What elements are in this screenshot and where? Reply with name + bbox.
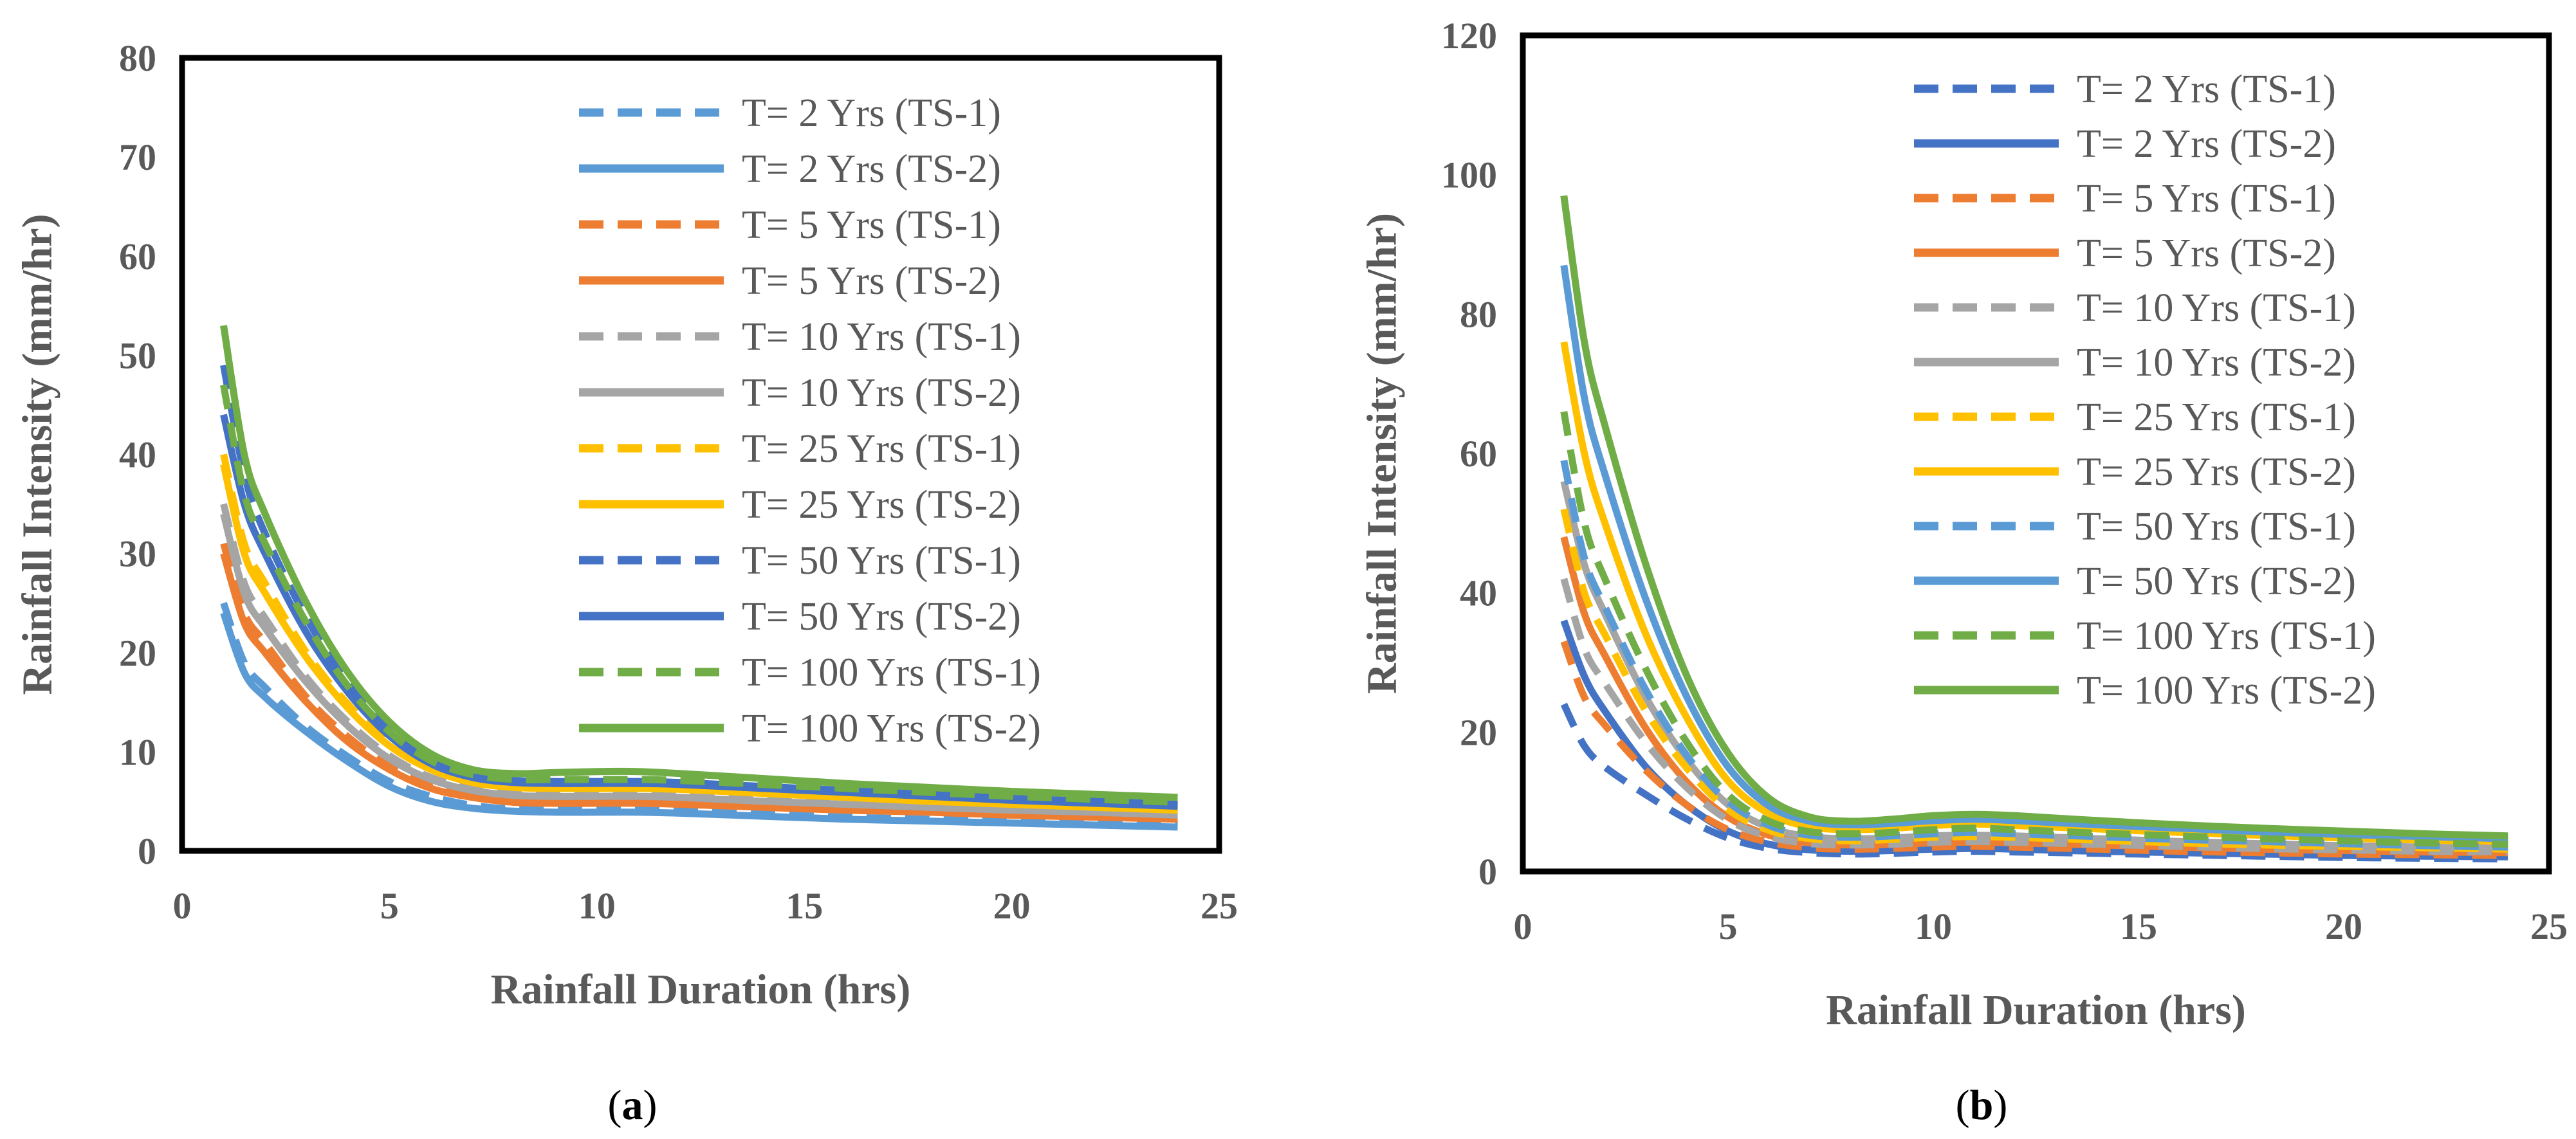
legend-item-label: T= 50 Yrs (TS-2) <box>742 595 1021 639</box>
plot-area-border <box>1520 32 2552 875</box>
y-tick-label: 0 <box>1478 851 1497 893</box>
series-line <box>220 612 1178 831</box>
x-axis-title: Rainfall Duration (hrs) <box>1826 987 2246 1034</box>
legend-item-label: T= 10 Yrs (TS-2) <box>742 371 1021 415</box>
legend-item-label: T= 25 Yrs (TS-1) <box>2077 396 2356 439</box>
legend-item-label: T= 100 Yrs (TS-2) <box>2077 669 2376 713</box>
y-tick-label: 80 <box>1460 293 1497 335</box>
legend-item-label: T= 5 Yrs (TS-1) <box>742 203 1001 247</box>
series-line <box>220 552 1178 823</box>
x-tick-label: 20 <box>993 885 1031 927</box>
x-tick-label: 25 <box>2530 906 2568 947</box>
chart-panel-b: 0 20 40 60 80 100 120 0 5 10 15 20 25 Rainfall Durati… <box>1359 15 2568 1129</box>
plot-area-border <box>179 55 1222 854</box>
y-tick-label: 20 <box>119 632 156 674</box>
series-lines <box>220 325 1178 831</box>
legend-item-label: T= 10 Yrs (TS-2) <box>2077 341 2356 385</box>
legend-item-label: T= 5 Yrs (TS-1) <box>2077 177 2336 221</box>
legend-item-label: T= 50 Yrs (TS-2) <box>2077 560 2356 603</box>
x-tick-label: 20 <box>2325 906 2362 947</box>
legend-item-label: T= 100 Yrs (TS-2) <box>742 707 1041 751</box>
x-axis-title: Rainfall Duration (hrs) <box>491 966 911 1013</box>
legend-item-label: T= 25 Yrs (TS-2) <box>742 483 1021 527</box>
series-line <box>220 384 1178 806</box>
x-tick-label: 15 <box>2120 906 2157 947</box>
x-tick-label: 0 <box>173 885 192 927</box>
y-tick-label: 20 <box>1460 711 1497 753</box>
series-line <box>1560 578 2508 856</box>
x-tick-label: 5 <box>1719 906 1738 947</box>
series-line <box>1560 459 2508 851</box>
legend-item-label: T= 2 Yrs (TS-2) <box>2077 122 2336 166</box>
legend-item-label: T= 2 Yrs (TS-2) <box>742 147 1001 191</box>
legend-item-label: T= 100 Yrs (TS-1) <box>742 651 1041 695</box>
y-tick-label: 120 <box>1441 15 1497 57</box>
y-tick-label: 30 <box>119 533 156 575</box>
y-tick-label: 80 <box>119 37 156 79</box>
y-tick-label: 70 <box>119 136 156 178</box>
x-tick-label: 5 <box>380 885 399 927</box>
panel-label-close: ) <box>1993 1082 2007 1129</box>
legend: T= 2 Yrs (TS-1) T= 2 Yrs (TS-2) T= 5 Yrs (… <box>1914 68 2376 713</box>
legend-item-label: T= 10 Yrs (TS-1) <box>2077 286 2356 330</box>
series-line <box>1560 411 2508 848</box>
legend-item-label: T= 100 Yrs (TS-1) <box>2077 614 2376 658</box>
panel-label-letter: b <box>1970 1082 1994 1129</box>
y-axis-title: Rainfall Intensity (mm/hr) <box>14 214 61 695</box>
series-line <box>1560 195 2508 840</box>
series-lines <box>1560 195 2508 862</box>
legend-item-label: T= 2 Yrs (TS-1) <box>2077 68 2336 111</box>
legend-item-label: T= 25 Yrs (TS-1) <box>742 427 1021 471</box>
y-axis-title: Rainfall Intensity (mm/hr) <box>1359 213 1406 694</box>
legend-item-label: T= 50 Yrs (TS-1) <box>2077 505 2356 549</box>
legend-item-label: T= 2 Yrs (TS-1) <box>742 91 1001 135</box>
panel-label-open: ( <box>608 1082 622 1129</box>
series-line <box>220 513 1178 819</box>
series-line <box>1560 264 2508 843</box>
panel-label-letter: a <box>622 1082 643 1129</box>
x-tick-label: 25 <box>1201 885 1238 927</box>
panel-label: (a) <box>608 1082 658 1129</box>
chart-panel-a: 0 10 20 30 40 50 60 70 80 0 5 10 15 20 25 Rainfall Dura… <box>14 37 1238 1129</box>
y-tick-label: 10 <box>119 731 156 773</box>
y-tick-label: 60 <box>1460 433 1497 475</box>
legend-item-label: T= 5 Yrs (TS-2) <box>2077 232 2336 275</box>
legend-item-label: T= 50 Yrs (TS-1) <box>742 539 1021 583</box>
x-tick-label: 10 <box>578 885 616 927</box>
legend-item-label: T= 10 Yrs (TS-1) <box>742 315 1021 359</box>
series-line <box>220 414 1178 810</box>
y-tick-label: 60 <box>119 235 156 277</box>
y-tick-label: 40 <box>119 434 156 476</box>
legend-item-label: T= 5 Yrs (TS-2) <box>742 259 1001 303</box>
series-line <box>220 463 1178 814</box>
x-tick-label: 15 <box>786 885 823 927</box>
x-tick-label: 10 <box>1915 906 1952 947</box>
y-tick-label: 40 <box>1460 572 1497 614</box>
panel-label-close: ) <box>643 1082 658 1129</box>
legend: T= 2 Yrs (TS-1) T= 2 Yrs (TS-2) T= 5 Yrs (… <box>579 91 1041 751</box>
series-line <box>1560 508 2508 853</box>
panel-label: (b) <box>1956 1082 2008 1129</box>
y-tick-label: 100 <box>1441 154 1497 196</box>
series-line <box>220 325 1178 801</box>
y-tick-label: 0 <box>138 830 156 872</box>
y-tick-label: 50 <box>119 334 156 376</box>
x-tick-label: 0 <box>1514 906 1532 947</box>
panel-label-open: ( <box>1956 1082 1970 1129</box>
legend-item-label: T= 25 Yrs (TS-2) <box>2077 450 2356 494</box>
